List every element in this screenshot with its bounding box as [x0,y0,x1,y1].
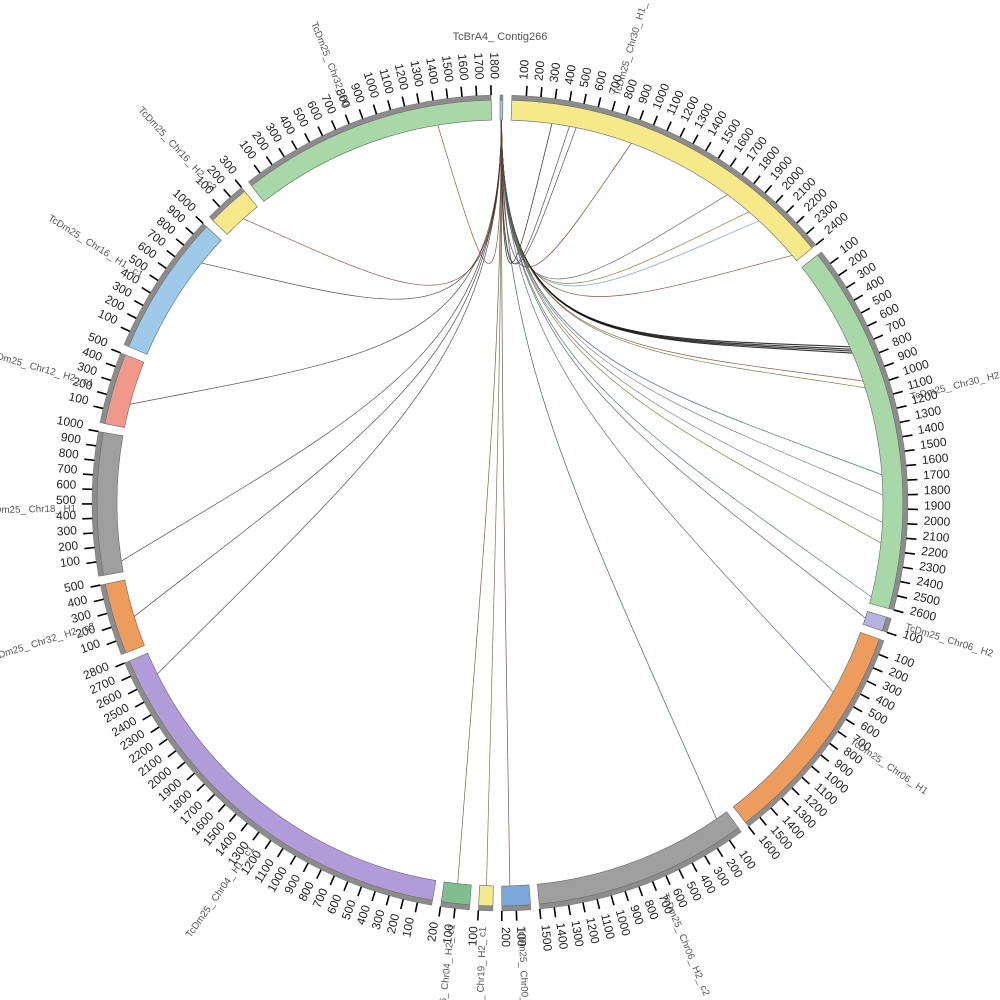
svg-text:TcBrA4_ Contig266: TcBrA4_ Contig266 [453,31,548,43]
svg-text:100: 100 [516,59,531,80]
svg-text:200: 200 [532,60,548,82]
svg-text:200: 200 [499,927,513,947]
svg-text:1900: 1900 [924,498,951,512]
svg-text:1700: 1700 [923,467,951,482]
svg-text:600: 600 [56,477,77,492]
svg-text:TcDm25_ Chr18_ H1: TcDm25_ Chr18_ H1 [0,503,76,516]
svg-text:1700: 1700 [471,52,487,80]
svg-text:1800: 1800 [487,52,502,79]
svg-text:2000: 2000 [923,514,951,529]
svg-text:300: 300 [56,523,77,538]
svg-text:800: 800 [58,446,80,462]
svg-text:900: 900 [60,430,82,447]
svg-text:1600: 1600 [921,451,949,467]
svg-text:1500: 1500 [538,924,555,952]
svg-text:300: 300 [547,61,564,83]
svg-text:200: 200 [57,538,79,554]
svg-text:1800: 1800 [924,483,951,498]
svg-text:700: 700 [57,461,78,476]
svg-text:1600: 1600 [455,53,471,81]
svg-text:2100: 2100 [922,529,950,545]
svg-text:200: 200 [424,921,441,943]
svg-text:100: 100 [59,553,81,570]
